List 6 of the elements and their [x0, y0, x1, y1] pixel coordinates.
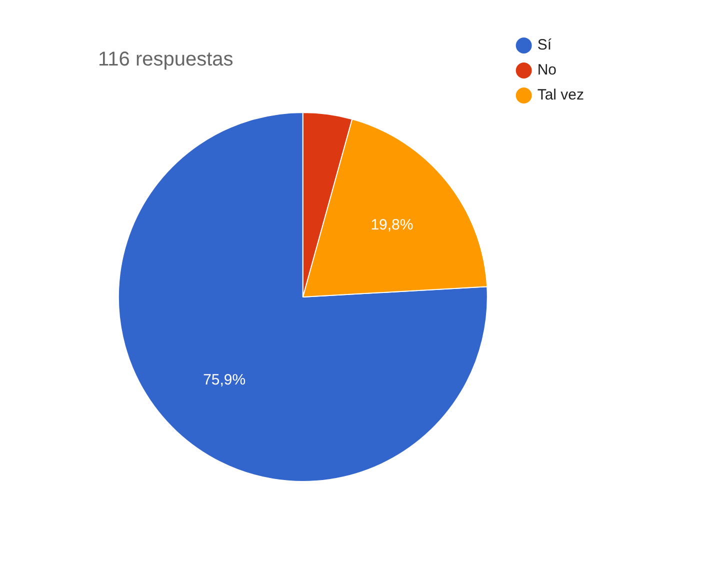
legend-label: Tal vez — [537, 86, 584, 104]
legend-label: Sí — [537, 36, 552, 54]
data-label: 19,8% — [370, 216, 414, 234]
text: 116 respuestas — [98, 48, 234, 71]
legend-label: No — [537, 62, 557, 79]
data-label: 75,9% — [203, 371, 246, 388]
